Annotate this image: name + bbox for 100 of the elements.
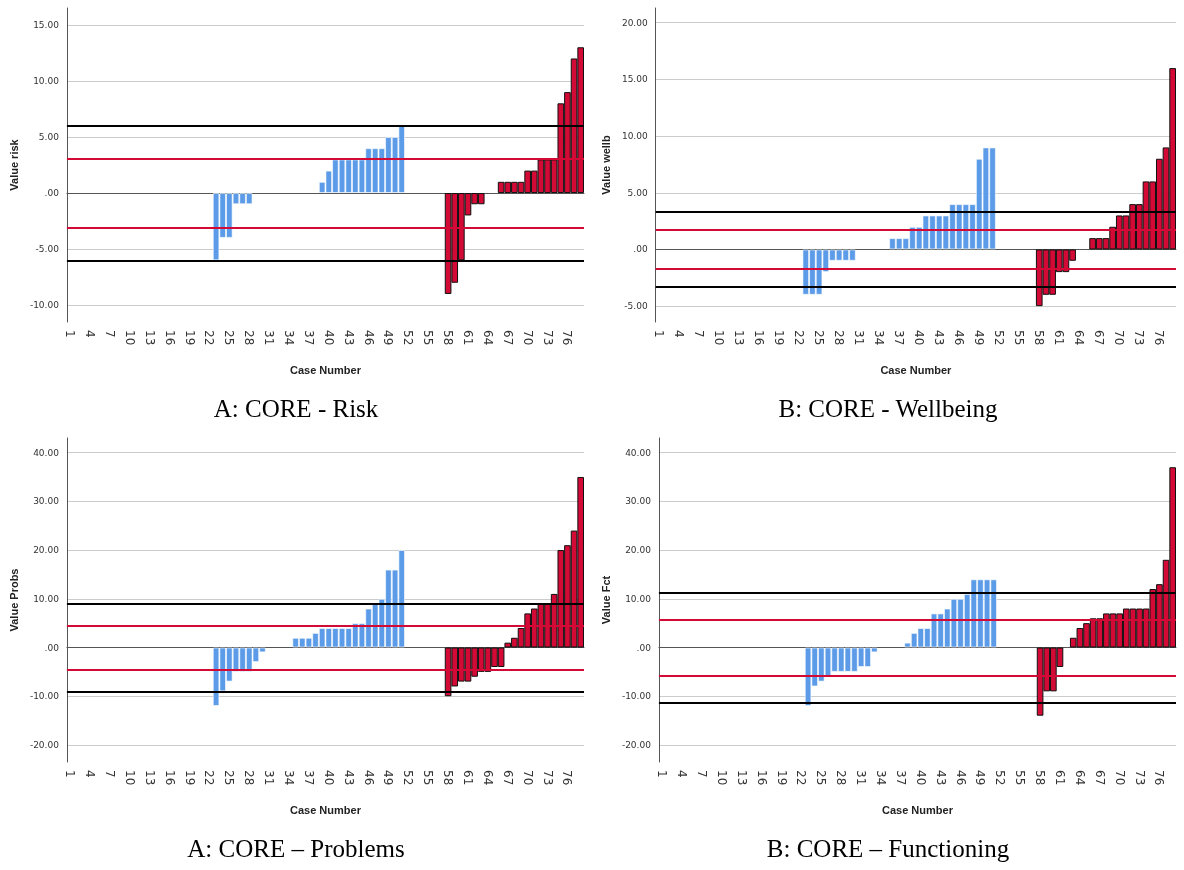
x-tick-label: 76: [560, 330, 575, 346]
x-tick-label: 4: [83, 770, 98, 778]
x-tick-label: 16: [162, 330, 177, 346]
x-tick-label: 10: [712, 330, 727, 346]
x-tick-label: 4: [672, 330, 687, 338]
x-tick-label: 73: [1132, 330, 1147, 346]
x-tick-label: 28: [242, 330, 257, 346]
x-tick-label: 46: [953, 770, 968, 786]
x-tick-label: 61: [1052, 330, 1067, 346]
x-tick-label: 25: [222, 330, 237, 346]
x-tick-label: 25: [812, 330, 827, 346]
x-tick-label: 37: [892, 330, 907, 346]
y-tick-label: 5.00: [38, 131, 60, 142]
x-tick-label: 67: [1092, 330, 1107, 346]
x-tick-label: 28: [242, 770, 257, 786]
y-tick-label: 15.00: [621, 74, 648, 85]
x-tick-label: 28: [832, 330, 847, 346]
y-tick-label: 15.00: [33, 19, 60, 30]
text: B: CORE - Wellbeing: [778, 395, 999, 422]
x-tick-label: 64: [480, 770, 495, 786]
x-tick-label: 40: [321, 770, 336, 786]
x-tick-label: 61: [460, 330, 475, 346]
x-tick-label: 43: [932, 330, 947, 346]
x-tick-label: 73: [540, 330, 555, 346]
y-tick-label: .00: [44, 188, 60, 199]
x-tick-label: 37: [301, 770, 316, 786]
x-tick-label: 70: [520, 330, 535, 346]
x-tick-label: 58: [1032, 330, 1047, 346]
x-tick-label: 10: [714, 770, 729, 786]
x-tick-label: 22: [202, 770, 217, 786]
y-tick-label: 40.00: [33, 447, 60, 458]
x-tick-label: 7: [103, 330, 117, 338]
y-axis-title: Value wellb: [599, 135, 612, 195]
y-tick-label: 20.00: [621, 17, 648, 28]
x-tick-label: 31: [854, 770, 869, 786]
y-tick-label: .00: [633, 244, 648, 255]
x-tick-label: 19: [774, 770, 789, 786]
x-tick-label: 76: [1152, 330, 1167, 346]
x-tick-label: 37: [893, 770, 908, 786]
y-tick-label: -20.00: [621, 739, 652, 750]
text: A: CORE – Problems: [187, 835, 405, 862]
x-tick-label: 13: [142, 330, 157, 346]
x-tick-label: 19: [182, 330, 197, 346]
text: A: CORE - Risk: [213, 395, 379, 422]
y-tick-label: 20.00: [625, 545, 652, 556]
x-tick-label: 64: [480, 330, 495, 346]
x-tick-label: 70: [1112, 770, 1127, 786]
x-tick-label: 16: [754, 770, 769, 786]
y-tick-label: 10.00: [33, 593, 60, 604]
x-tick-label: 64: [1072, 770, 1087, 786]
y-tick-label: 10.00: [621, 131, 648, 142]
x-tick-label: 22: [794, 770, 809, 786]
x-tick-label: 4: [675, 770, 690, 778]
x-tick-label: 4: [83, 330, 98, 338]
x-tick-label: 7: [692, 330, 707, 338]
x-tick-label: 34: [282, 330, 296, 346]
x-tick-label: 34: [282, 770, 296, 786]
x-tick-label: 70: [1112, 330, 1127, 346]
y-tick-label: 20.00: [33, 545, 60, 556]
y-tick-label: 10.00: [625, 593, 652, 604]
x-axis-title: Case Number: [880, 363, 953, 376]
x-tick-label: 52: [993, 770, 1008, 786]
x-tick-label: 1: [655, 770, 670, 778]
y-axis-title: Value Probs: [7, 568, 20, 632]
y-tick-label: 30.00: [625, 496, 652, 507]
x-tick-label: 58: [441, 330, 456, 346]
x-tick-label: 52: [401, 330, 416, 346]
y-tick-label: 5.00: [627, 187, 648, 198]
x-tick-label: 7: [103, 770, 117, 778]
x-tick-label: 1: [652, 330, 666, 338]
x-tick-label: 76: [560, 770, 575, 786]
x-tick-label: 55: [1013, 770, 1028, 786]
x-axis-title: Case Number: [290, 803, 362, 816]
x-tick-label: 13: [732, 330, 747, 346]
y-tick-label: -10.00: [29, 691, 60, 702]
x-tick-label: 1: [63, 330, 78, 338]
x-tick-label: 19: [182, 770, 197, 786]
y-tick-label: -10.00: [621, 691, 652, 702]
x-tick-label: 16: [752, 330, 767, 346]
x-tick-label: 31: [262, 330, 277, 346]
x-tick-label: 55: [421, 770, 436, 786]
x-tick-label: 67: [500, 770, 515, 786]
x-tick-label: 52: [401, 770, 416, 786]
x-tick-label: 64: [1072, 330, 1087, 346]
x-tick-label: 52: [992, 330, 1007, 346]
x-tick-label: 37: [301, 330, 316, 346]
x-tick-label: 43: [341, 770, 356, 786]
x-tick-label: 46: [361, 770, 376, 786]
y-tick-label: .00: [44, 642, 60, 653]
y-tick-label: 40.00: [625, 447, 652, 458]
x-tick-label: 61: [460, 770, 475, 786]
x-tick-label: 43: [341, 330, 356, 346]
x-tick-label: 49: [972, 330, 987, 346]
x-tick-label: 67: [500, 330, 515, 346]
x-tick-label: 58: [441, 770, 456, 786]
x-tick-label: 10: [122, 330, 137, 346]
x-tick-label: 76: [1152, 770, 1167, 786]
x-tick-label: 13: [734, 770, 749, 786]
x-tick-label: 61: [1052, 770, 1067, 786]
x-tick-label: 34: [872, 330, 887, 346]
